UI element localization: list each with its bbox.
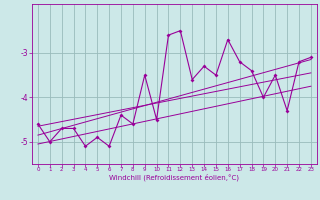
X-axis label: Windchill (Refroidissement éolien,°C): Windchill (Refroidissement éolien,°C) xyxy=(109,174,239,181)
